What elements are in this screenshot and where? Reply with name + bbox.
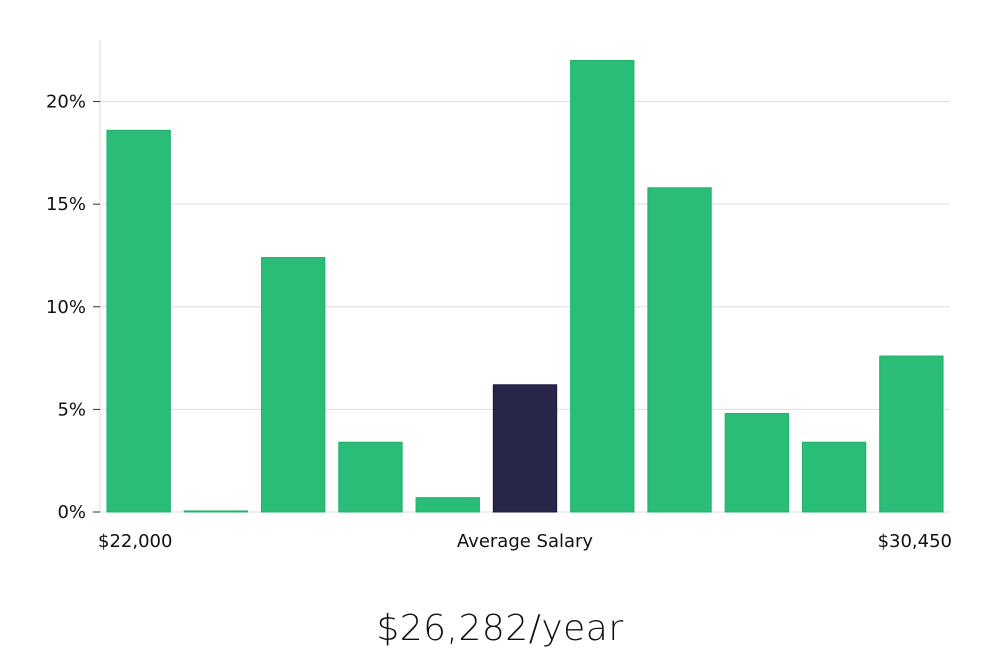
bar-9: [801, 441, 867, 513]
bar-6: [570, 60, 635, 513]
bar-2: [261, 257, 326, 513]
y-tick-label-15: 15%: [46, 194, 86, 215]
bar-0: [106, 129, 171, 513]
bar-3: [338, 441, 403, 513]
x-max-label: $30,450: [878, 531, 952, 552]
bars-layer: [106, 60, 944, 513]
bar-1: [183, 510, 249, 513]
x-axis-title: Average Salary: [457, 531, 594, 552]
bar-10: [879, 355, 944, 513]
axis-layer: 0% 5% 10% 15% 20%: [46, 40, 101, 523]
y-tick-label-10: 10%: [46, 297, 86, 318]
y-tick-label-5: 5%: [57, 399, 86, 420]
bar-8: [724, 413, 790, 513]
x-min-label: $22,000: [98, 531, 172, 552]
bar-4: [415, 497, 480, 513]
y-tick-label-0: 0%: [57, 502, 86, 523]
bar-highlight-5: [492, 384, 558, 513]
salary-histogram-chart: 0% 5% 10% 15% 20% $22,000 Average Salary $30…: [46, 40, 952, 552]
average-salary-value: $26,282/year: [376, 608, 624, 649]
y-tick-label-20: 20%: [46, 92, 86, 113]
bar-7: [647, 187, 712, 513]
